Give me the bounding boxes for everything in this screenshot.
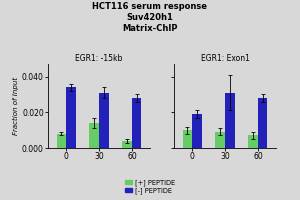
- Bar: [258, 98, 267, 148]
- Bar: [89, 123, 99, 148]
- Bar: [66, 87, 76, 148]
- Bar: [122, 141, 132, 148]
- Bar: [132, 98, 141, 148]
- Text: HCT116 serum response
Suv420h1
Matrix-ChIP: HCT116 serum response Suv420h1 Matrix-Ch…: [92, 2, 208, 33]
- Y-axis label: Fraction of Input: Fraction of Input: [13, 77, 19, 135]
- Title: EGR1: -15kb: EGR1: -15kb: [75, 54, 123, 63]
- Bar: [192, 114, 202, 148]
- Legend: [+] PEPTIDE, [-] PEPTIDE: [+] PEPTIDE, [-] PEPTIDE: [124, 178, 176, 195]
- Title: EGR1: Exon1: EGR1: Exon1: [201, 54, 249, 63]
- Bar: [183, 130, 192, 148]
- Bar: [248, 135, 258, 148]
- Bar: [225, 93, 235, 148]
- Bar: [99, 93, 109, 148]
- Bar: [57, 134, 66, 148]
- Bar: [215, 132, 225, 148]
